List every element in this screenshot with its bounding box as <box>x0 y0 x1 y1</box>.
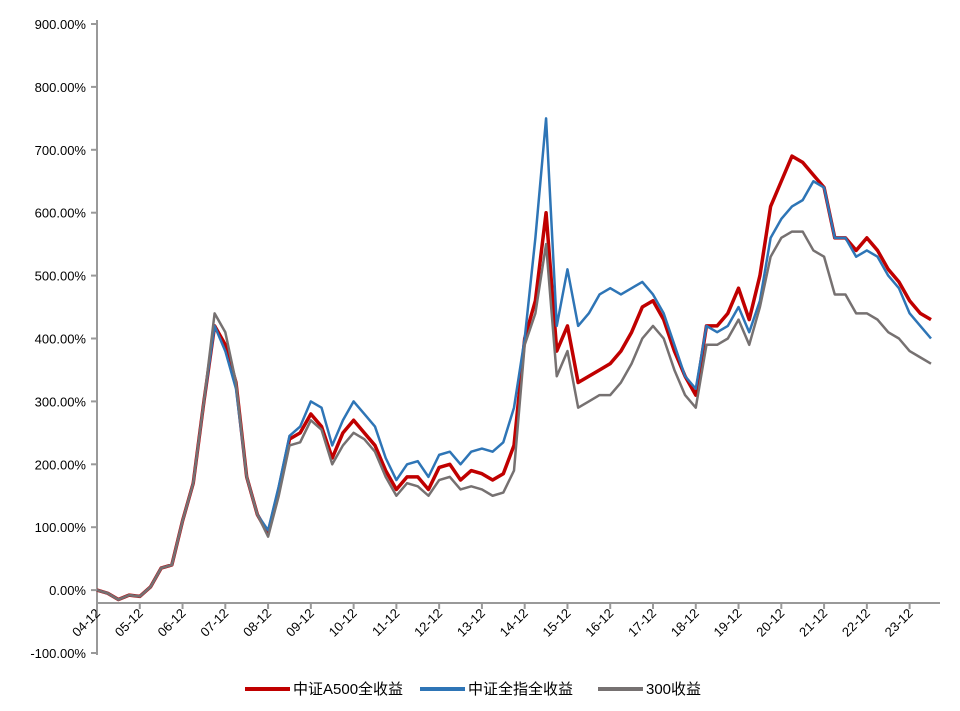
x-tick-label: 16-12 <box>582 606 616 640</box>
x-tick-label: 15-12 <box>539 606 573 640</box>
x-tick-label: 04-12 <box>69 606 103 640</box>
x-tick-label: 19-12 <box>711 606 745 640</box>
legend-label: 中证全指全收益 <box>468 680 573 698</box>
y-tick-label: 300.00% <box>35 394 87 409</box>
x-tick-label: 08-12 <box>240 606 274 640</box>
y-tick-label: -100.00% <box>30 646 86 661</box>
y-tick-label: 600.00% <box>35 206 87 221</box>
x-tick-label: 21-12 <box>796 606 830 640</box>
y-tick-label: 700.00% <box>35 143 87 158</box>
series-line <box>96 117 932 601</box>
y-tick-label: 500.00% <box>35 269 87 284</box>
x-tick-label: 17-12 <box>625 606 659 640</box>
legend-label: 300收益 <box>646 681 701 698</box>
x-tick-label: 23-12 <box>882 606 916 640</box>
series-line <box>96 154 932 602</box>
y-tick-label: 0.00% <box>49 583 86 598</box>
x-tick-label: 09-12 <box>283 606 317 640</box>
x-tick-label: 18-12 <box>668 606 702 640</box>
y-tick-label: 200.00% <box>35 457 87 472</box>
y-tick-label: 400.00% <box>35 332 87 347</box>
x-tick-label: 22-12 <box>839 606 873 640</box>
x-tick-label: 20-12 <box>753 606 787 640</box>
x-tick-label: 06-12 <box>155 606 189 640</box>
y-tick-label: 100.00% <box>35 520 87 535</box>
y-tick-label: 800.00% <box>35 80 87 95</box>
x-tick-label: 12-12 <box>411 606 445 640</box>
x-tick-label: 13-12 <box>454 606 488 640</box>
y-tick-label: 900.00% <box>35 17 87 32</box>
legend-label: 中证A500全收益 <box>293 680 403 698</box>
x-tick-label: 14-12 <box>497 606 531 640</box>
x-tick-label: 11-12 <box>369 606 402 639</box>
x-tick-label: 05-12 <box>112 606 146 640</box>
series-line <box>96 230 932 601</box>
x-tick-label: 07-12 <box>197 606 231 640</box>
x-tick-label: 10-12 <box>326 606 360 640</box>
